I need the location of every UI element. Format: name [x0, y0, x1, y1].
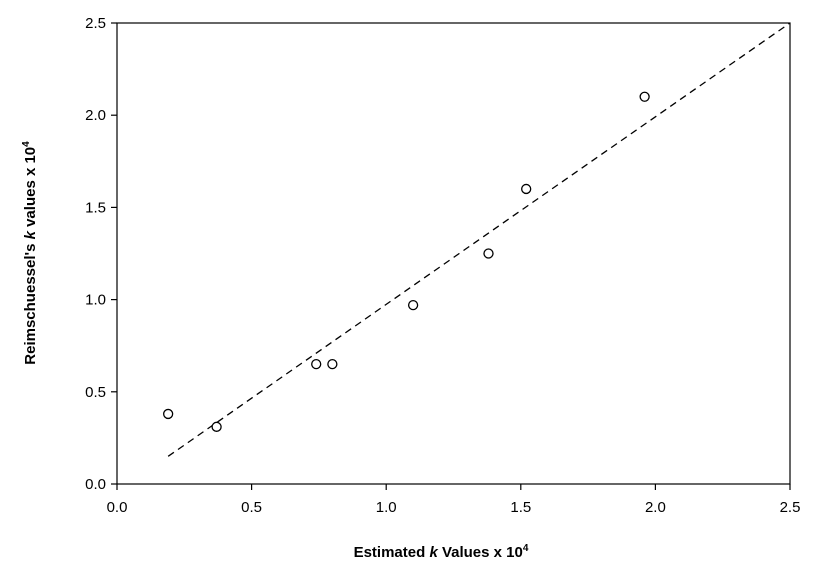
plot-area-frame: [116, 22, 791, 485]
x-tick-label: 0.5: [241, 499, 262, 516]
data-point: [311, 358, 322, 370]
x-axis-title: Estimated k Values x 104: [354, 543, 529, 561]
y-axis-tick-labels: 0.0 0.5 1.0 1.5 2.0 2.5: [85, 15, 106, 493]
y-tick-label: 0.5: [85, 384, 106, 401]
data-point: [483, 248, 494, 259]
x-tick-label: 0.0: [107, 499, 128, 516]
data-point: [521, 183, 532, 195]
y-tick-label: 2.0: [85, 107, 106, 124]
x-axis-tick-labels: 0.0 0.5 1.0 1.5 2.0 2.5: [107, 499, 801, 516]
data-point: [327, 358, 338, 370]
x-axis-ticks: [116, 484, 791, 490]
y-tick-label: 2.5: [85, 15, 106, 32]
y-tick-label: 0.0: [85, 476, 106, 493]
data-point: [639, 91, 650, 102]
y-axis-title: Reimschuessel's k values x 104: [21, 141, 39, 365]
y-axis-ticks: [111, 22, 117, 485]
data-points: [162, 91, 650, 432]
x-tick-label: 1.0: [376, 499, 397, 516]
x-tick-label: 1.5: [510, 499, 531, 516]
data-point: [162, 408, 174, 420]
reference-line: [167, 22, 791, 457]
data-point: [211, 421, 222, 432]
y-tick-label: 1.5: [85, 199, 106, 216]
y-tick-label: 1.0: [85, 292, 106, 309]
x-tick-label: 2.0: [645, 499, 666, 516]
x-tick-label: 2.5: [780, 499, 801, 516]
data-point: [407, 299, 419, 311]
